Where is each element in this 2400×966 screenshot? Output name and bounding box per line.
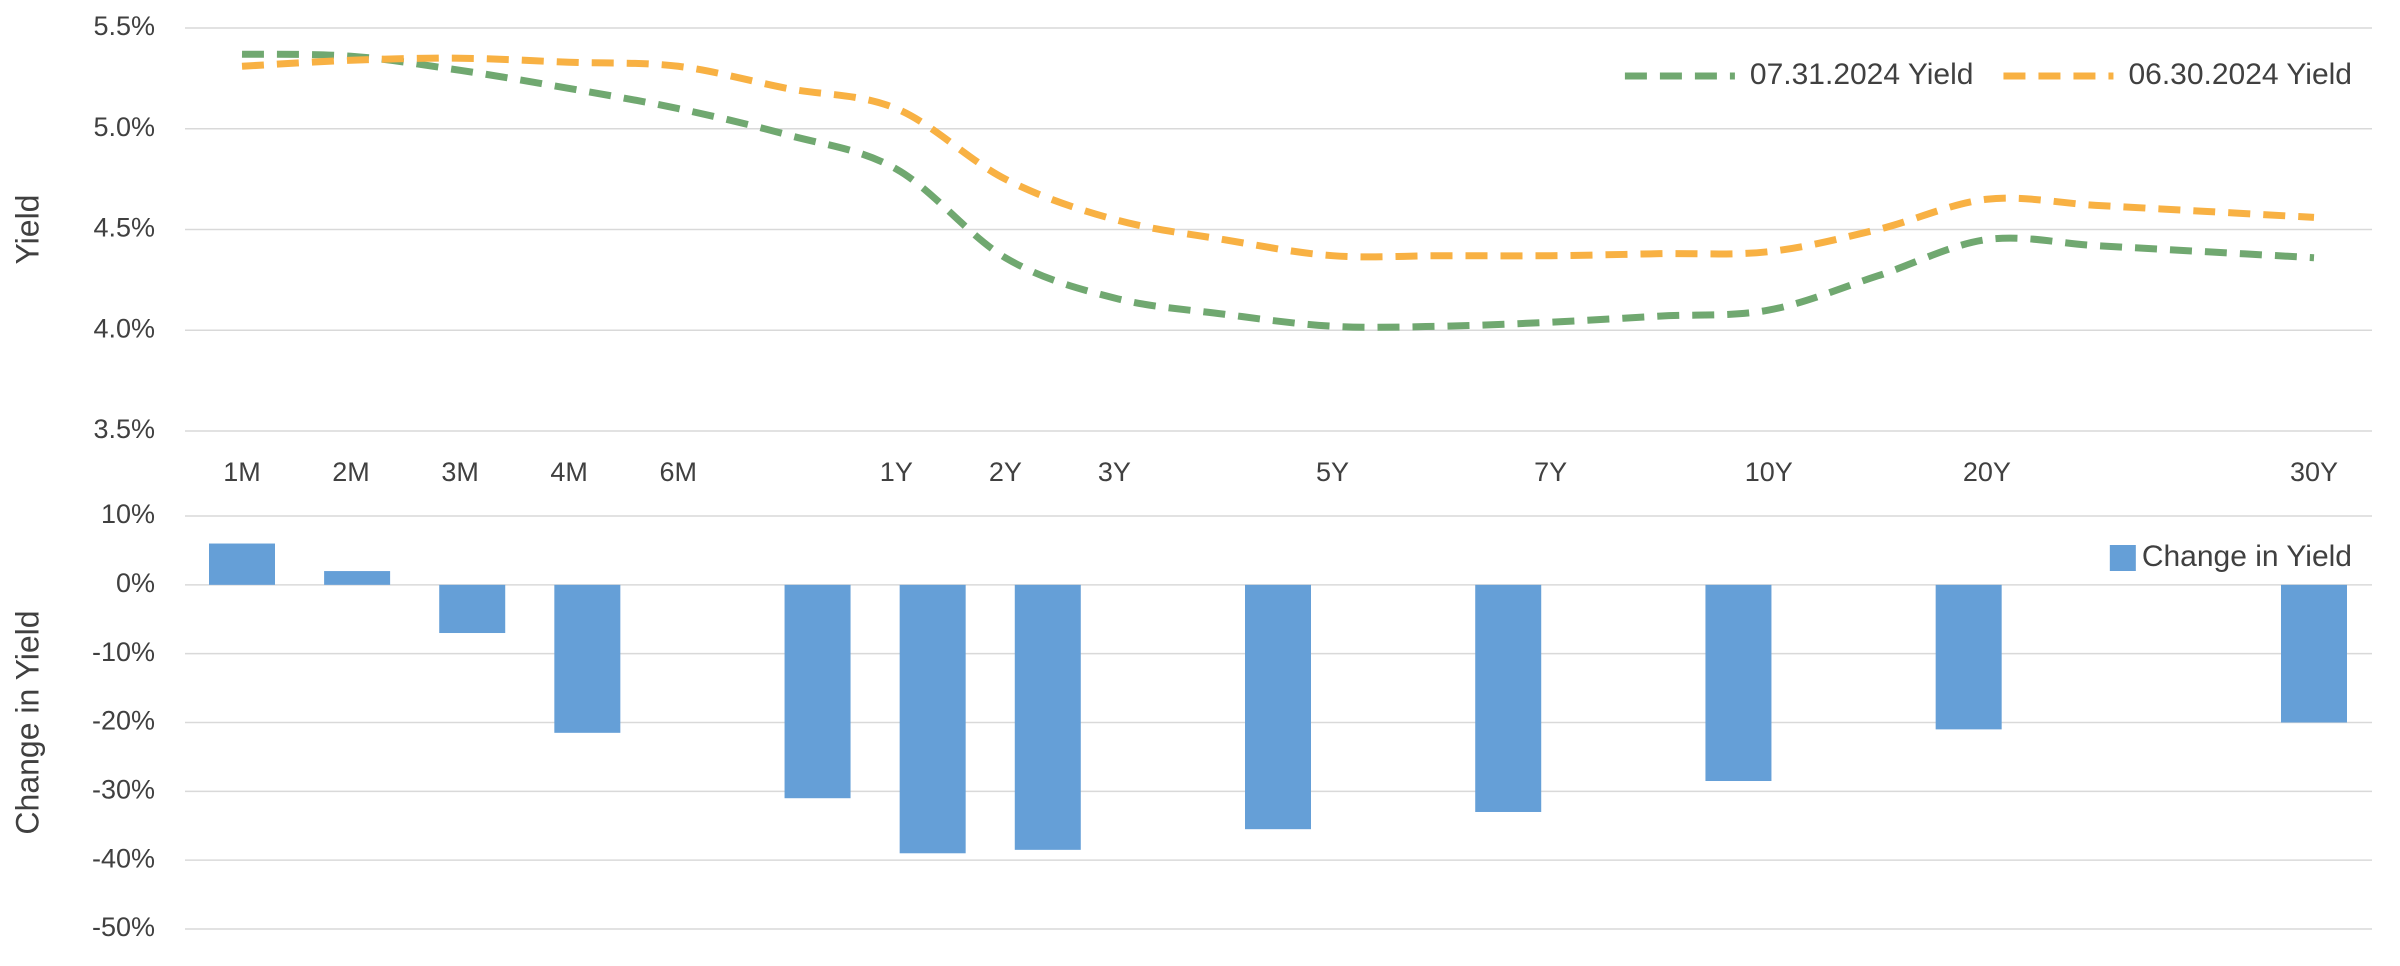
bar (554, 584, 621, 733)
y-axis-title: Change in Yield (9, 610, 45, 834)
y-tick-label: -10% (92, 637, 155, 667)
y-tick-label: 5.0% (93, 112, 155, 142)
y-tick-label: -20% (92, 706, 155, 736)
x-tick-label: 6M (659, 457, 697, 487)
y-tick-label: 3.5% (93, 414, 155, 444)
bar (2281, 584, 2347, 723)
series-line (241, 50, 2315, 331)
bar (1935, 584, 2002, 730)
bar (899, 584, 966, 854)
x-tick-label: 3Y (1098, 457, 1131, 487)
y-tick-label: -40% (92, 843, 155, 873)
bar (439, 584, 506, 634)
x-tick-label: 5Y (1316, 457, 1349, 487)
y-tick-label: 4.5% (93, 213, 155, 243)
legend-label: 07.31.2024 Yield (1750, 58, 1974, 91)
y-axis-title: Yield (9, 195, 45, 265)
y-tick-label: 10% (101, 499, 155, 529)
bar (1475, 584, 1542, 812)
x-tick-label: 2Y (989, 457, 1022, 487)
legend-swatch (2109, 545, 2136, 571)
x-tick-label: 10Y (1745, 457, 1793, 487)
bar (1014, 584, 1081, 850)
y-tick-label: -30% (92, 774, 155, 804)
y-tick-label: 5.5% (93, 11, 155, 41)
x-tick-label: 20Y (1963, 457, 2011, 487)
y-tick-label: 0% (116, 568, 155, 598)
x-tick-label: 2M (332, 457, 370, 487)
y-tick-label: 4.0% (93, 313, 155, 343)
bar (1705, 584, 1772, 782)
x-tick-label: 4M (550, 457, 588, 487)
legend-label: Change in Yield (2142, 540, 2352, 573)
bar (784, 584, 851, 799)
x-tick-label: 1Y (880, 457, 913, 487)
x-tick-label: 7Y (1534, 457, 1567, 487)
bar (209, 543, 275, 585)
y-tick-label: -50% (92, 912, 155, 942)
bar (1245, 584, 1311, 830)
x-tick-label: 1M (223, 457, 261, 487)
bar (324, 571, 391, 585)
series-line (241, 54, 2315, 261)
x-tick-label: 30Y (2290, 457, 2338, 487)
x-tick-label: 3M (441, 457, 479, 487)
legend-label: 06.30.2024 Yield (2128, 58, 2352, 91)
